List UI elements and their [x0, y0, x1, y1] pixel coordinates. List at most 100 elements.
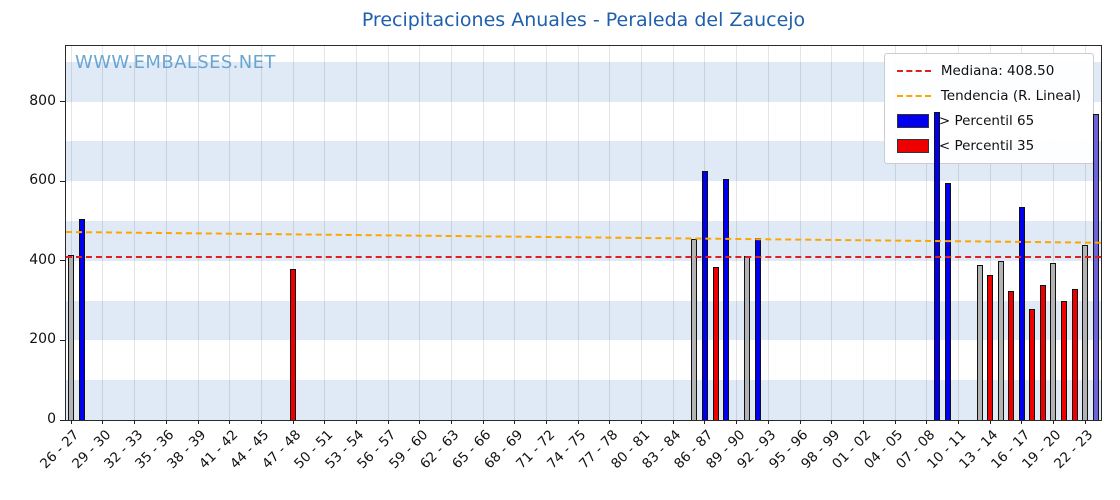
vertical-gridline — [1052, 46, 1054, 420]
vertical-gridline — [70, 46, 72, 420]
x-tick-mark — [1084, 420, 1086, 424]
precip-bar — [691, 238, 698, 420]
vertical-gridline — [862, 46, 864, 420]
vertical-gridline — [102, 46, 104, 420]
x-tick-mark — [292, 420, 294, 424]
watermark: WWW.EMBALSES.NET — [75, 52, 276, 73]
vertical-gridline — [957, 46, 959, 420]
x-tick-mark — [831, 420, 833, 424]
precip-bar — [78, 219, 85, 420]
y-tick-label: 0 — [47, 411, 56, 427]
vertical-gridline — [546, 46, 548, 420]
precip-bar — [723, 179, 730, 420]
vertical-gridline — [482, 46, 484, 420]
x-tick-mark — [609, 420, 611, 424]
vertical-gridline — [1084, 46, 1086, 420]
vertical-gridline — [641, 46, 643, 420]
y-tick-mark — [60, 260, 65, 262]
precip-bar — [1061, 300, 1068, 420]
precip-bar — [290, 268, 297, 420]
y-tick-label: 800 — [29, 92, 56, 109]
background-stripe — [66, 300, 1101, 341]
x-tick-mark — [736, 420, 738, 424]
x-tick-mark — [70, 420, 72, 424]
legend-item-p35: < Percentil 35 — [896, 138, 1081, 154]
x-tick-mark — [102, 420, 104, 424]
vertical-gridline — [197, 46, 199, 420]
y-tick-mark — [60, 180, 65, 182]
y-tick-mark — [60, 339, 65, 341]
x-tick-mark — [324, 420, 326, 424]
x-tick-mark — [767, 420, 769, 424]
x-tick-mark — [704, 420, 706, 424]
vertical-gridline — [134, 46, 136, 420]
trend-dash-icon — [896, 95, 931, 97]
x-tick-mark — [229, 420, 231, 424]
y-tick-label: 600 — [29, 172, 56, 189]
vertical-gridline — [672, 46, 674, 420]
x-tick-mark — [419, 420, 421, 424]
precip-bar — [744, 256, 751, 420]
x-tick-mark — [672, 420, 674, 424]
x-tick-mark — [957, 420, 959, 424]
x-tick-mark — [450, 420, 452, 424]
vertical-gridline — [736, 46, 738, 420]
x-tick-mark — [989, 420, 991, 424]
vertical-gridline — [609, 46, 611, 420]
legend-label-trend: Tendencia (R. Lineal) — [940, 88, 1081, 104]
precip-bar — [712, 266, 719, 420]
x-tick-mark — [577, 420, 579, 424]
legend-item-median: Mediana: 408.50 — [896, 63, 1081, 79]
x-tick-mark — [862, 420, 864, 424]
x-tick-mark — [260, 420, 262, 424]
x-tick-mark — [482, 420, 484, 424]
x-tick-mark — [641, 420, 643, 424]
vertical-gridline — [514, 46, 516, 420]
background-stripe — [66, 380, 1101, 420]
legend-label-p35: < Percentil 35 — [938, 138, 1035, 154]
chart-title: Precipitaciones Anuales - Peraleda del Z… — [361, 9, 806, 31]
blue-swatch-icon — [896, 114, 929, 128]
median-line — [66, 256, 1101, 259]
x-tick-mark — [1021, 420, 1023, 424]
x-tick-mark — [546, 420, 548, 424]
plot-area: WWW.EMBALSES.NET Mediana: 408.50 Tendenc… — [65, 45, 1102, 421]
precip-bar — [987, 274, 994, 420]
precip-bar — [701, 171, 708, 420]
y-tick-label: 400 — [29, 251, 56, 268]
vertical-gridline — [831, 46, 833, 420]
precip-bar — [1082, 244, 1089, 420]
legend-label-p65: > Percentil 65 — [938, 113, 1035, 129]
vertical-gridline — [799, 46, 801, 420]
precip-bar — [68, 254, 75, 420]
y-tick-label: 200 — [29, 331, 56, 348]
vertical-gridline — [989, 46, 991, 420]
precip-bar — [1018, 207, 1025, 420]
precip-bar — [1008, 290, 1015, 420]
legend-item-trend: Tendencia (R. Lineal) — [896, 88, 1081, 104]
background-stripe — [66, 221, 1101, 261]
red-swatch-icon — [896, 139, 929, 153]
vertical-gridline — [894, 46, 896, 420]
x-tick-mark — [387, 420, 389, 424]
x-tick-mark — [134, 420, 136, 424]
vertical-gridline — [324, 46, 326, 420]
x-tick-mark — [1052, 420, 1054, 424]
vertical-gridline — [450, 46, 452, 420]
precip-bar — [1039, 284, 1046, 420]
vertical-gridline — [419, 46, 421, 420]
precip-bar — [1050, 262, 1057, 420]
vertical-gridline — [926, 46, 928, 420]
vertical-gridline — [292, 46, 294, 420]
y-tick-mark — [60, 419, 65, 421]
vertical-gridline — [387, 46, 389, 420]
precip-bar — [934, 111, 941, 420]
x-tick-mark — [165, 420, 167, 424]
precip-bar — [754, 237, 761, 420]
vertical-gridline — [577, 46, 579, 420]
vertical-gridline — [229, 46, 231, 420]
precip-bar — [997, 260, 1004, 420]
median-dash-icon — [896, 70, 931, 72]
precip-bar — [976, 264, 983, 420]
